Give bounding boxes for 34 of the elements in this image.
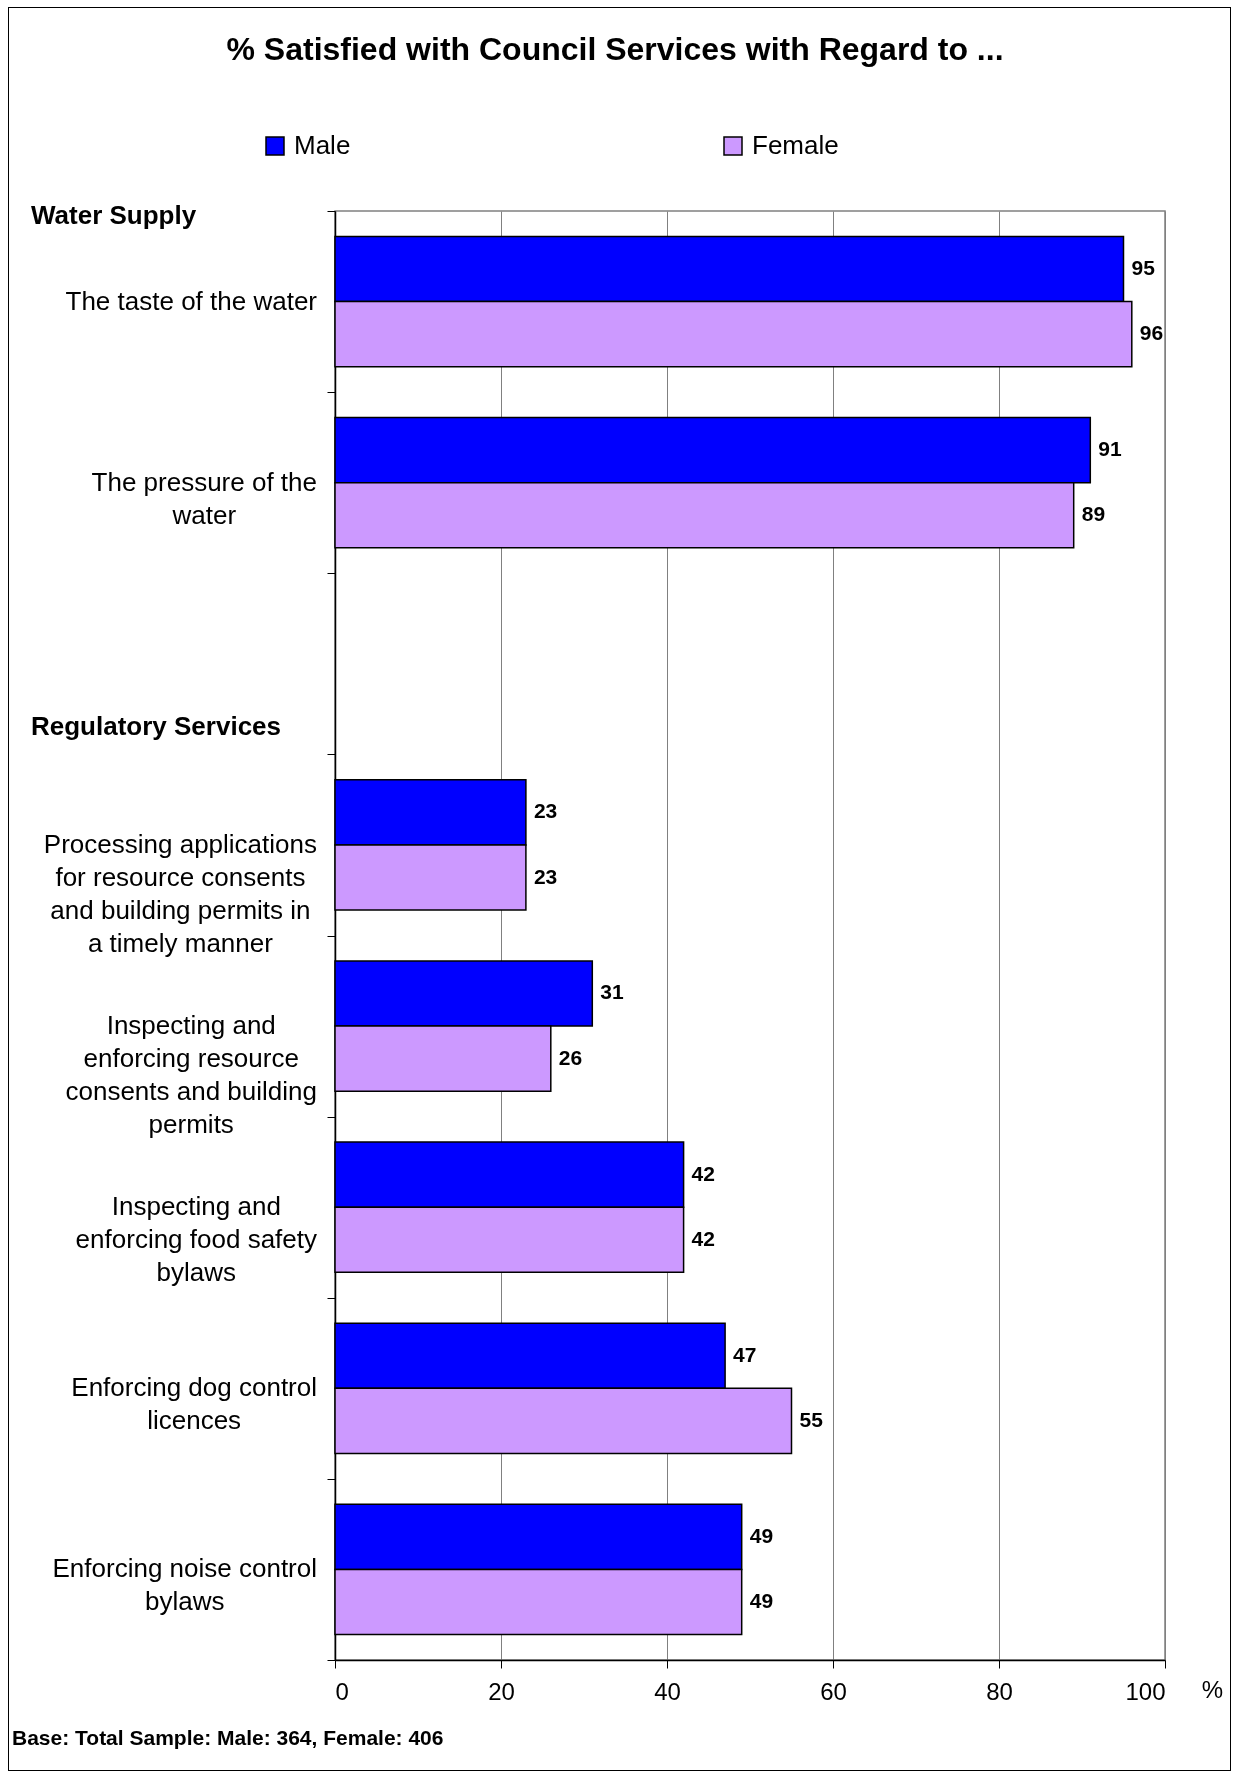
x-tick-label: 80 [986, 1677, 1013, 1705]
text: Water Supply [31, 200, 197, 230]
y-tick-label: Processing applications for resource consents and building permits in a timely manner [43, 828, 317, 958]
y-tick-label: Enforcing dog control licences [71, 1372, 318, 1436]
data-label: 91 [1098, 437, 1122, 461]
x-tick-label: 60 [820, 1677, 847, 1705]
data-label: 49 [749, 1523, 774, 1547]
x-tick-label: 40 [654, 1677, 681, 1705]
x-axis-title: % [1201, 1675, 1224, 1703]
data-label: 49 [749, 1589, 774, 1613]
data-label: 42 [691, 1226, 715, 1250]
x-tick-label: 100 [1125, 1677, 1166, 1705]
y-tick-label: The taste of the water [65, 285, 318, 316]
data-label: 96 [1139, 321, 1164, 345]
x-tick-label: 20 [488, 1677, 515, 1705]
legend-label: Female [752, 130, 839, 160]
data-label: 31 [600, 980, 624, 1004]
data-label: 95 [1131, 255, 1156, 279]
data-label: 55 [799, 1407, 824, 1431]
chart-title: % Satisfied with Council Services with Regard to ... [226, 31, 1004, 67]
data-label: 26 [558, 1045, 583, 1069]
data-label: 47 [733, 1342, 757, 1366]
text: Regulatory Services [31, 711, 282, 742]
y-tick-label: Inspecting and enforcing resource consents and building permits [65, 1010, 318, 1140]
y-tick-label: The pressure of the water [91, 466, 318, 530]
y-tick-label: Inspecting and enforcing food safety bylaws [75, 1191, 318, 1288]
x-tick-label: 0 [335, 1677, 349, 1705]
y-tick-label: Enforcing noise control bylaws [52, 1553, 317, 1617]
legend-label: Male [294, 130, 351, 160]
data-label: 23 [533, 864, 558, 888]
text: Base: Total Sample: Male: 364, Female: 406 [12, 1726, 444, 1749]
data-label: 23 [533, 799, 558, 823]
data-label: 42 [691, 1161, 715, 1185]
data-label: 89 [1081, 502, 1106, 526]
